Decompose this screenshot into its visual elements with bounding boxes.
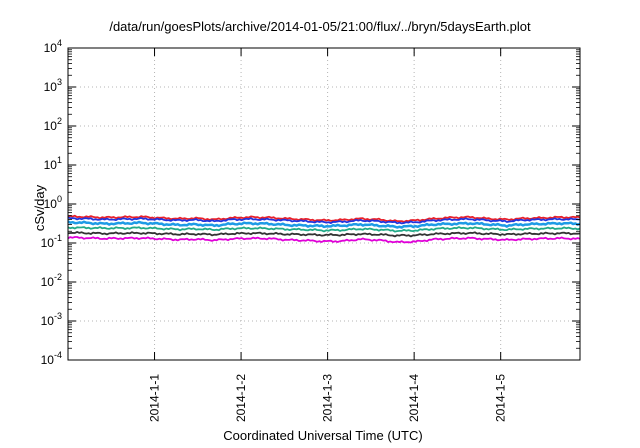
series-line xyxy=(67,236,581,244)
series-group xyxy=(67,214,581,244)
series-line xyxy=(67,226,581,233)
series-line xyxy=(67,216,581,225)
series-line xyxy=(67,220,581,229)
y-tick-exponent: 0 xyxy=(57,194,62,204)
y-tick-exponent: -4 xyxy=(54,350,62,360)
grid xyxy=(68,48,580,360)
x-tick-label: 2014-1-3 xyxy=(321,374,335,422)
x-axis-label: Coordinated Universal Time (UTC) xyxy=(223,428,422,443)
y-tick-exponent: -3 xyxy=(54,311,62,321)
series-line xyxy=(67,214,581,223)
y-tick-exponent: -2 xyxy=(54,272,62,282)
axes xyxy=(67,47,581,361)
series-line xyxy=(67,231,581,238)
x-tick-label: 2014-1-2 xyxy=(234,374,248,422)
y-tick-exponent: 3 xyxy=(57,77,62,87)
x-tick-label: 2014-1-1 xyxy=(148,374,162,422)
x-tick-label: 2014-1-4 xyxy=(407,374,421,422)
y-tick-exponent: 1 xyxy=(57,155,62,165)
y-tick-exponent: -1 xyxy=(54,233,62,243)
chart-title: /data/run/goesPlots/archive/2014-01-05/2… xyxy=(109,19,531,34)
y-tick-exponent: 4 xyxy=(57,38,62,48)
y-axis-label: cSv/day xyxy=(32,184,47,231)
y-tick-exponent: 2 xyxy=(57,116,62,126)
plot-frame xyxy=(67,47,581,361)
x-tick-label: 2014-1-5 xyxy=(494,374,508,422)
